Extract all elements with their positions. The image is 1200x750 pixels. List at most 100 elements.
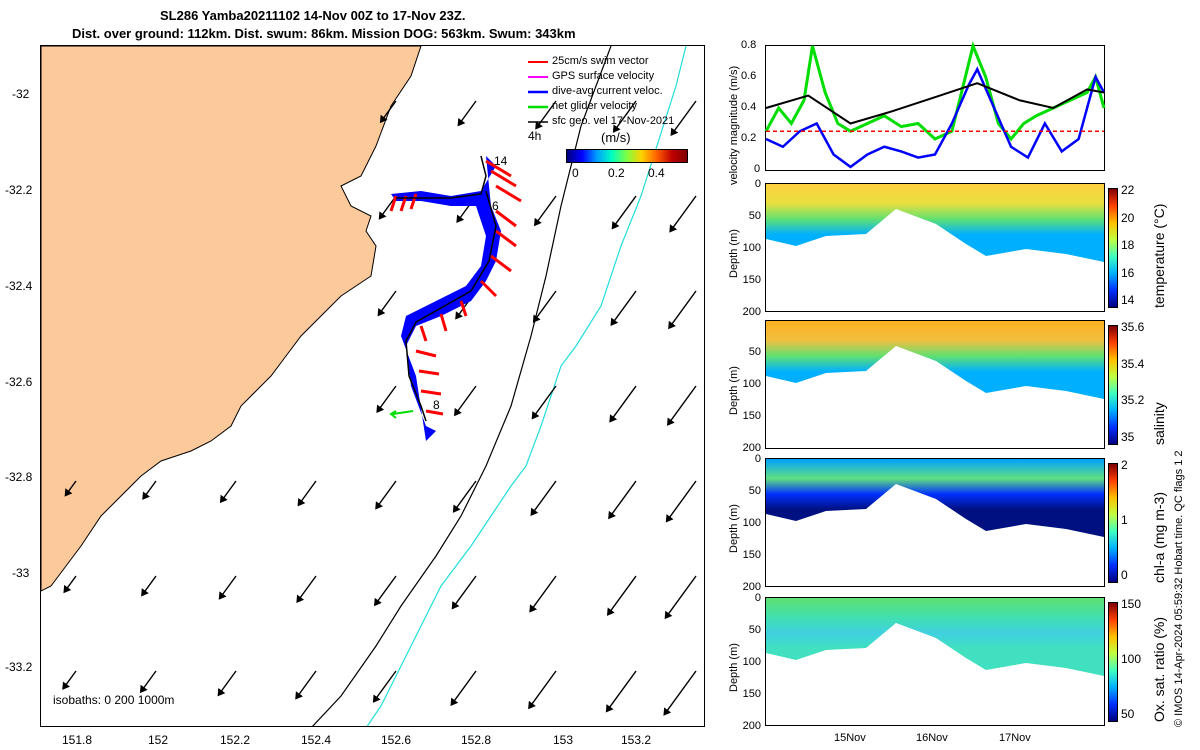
time-xtick: 15Nov: [834, 732, 866, 744]
heatmap-ytick: 200: [742, 442, 761, 454]
velocity-ytick: 0.4: [741, 101, 757, 113]
velocity-arrow-head: [63, 584, 72, 594]
map-xtick: 153: [553, 733, 574, 747]
heatmap-panel-1: [765, 183, 1105, 312]
heatmap-ytick: 200: [742, 306, 761, 318]
velocity-arrow-head: [219, 494, 228, 504]
velocity-ytick: 0.8: [741, 39, 757, 51]
heatmap-ytick: 0: [754, 453, 761, 465]
heatmap-ytick: 200: [742, 720, 761, 732]
heatmap-data-2: [766, 321, 1104, 399]
legend-swim-vector: 25cm/s swim vector: [552, 55, 649, 67]
plot-title-line2: Dist. over ground: 112km. Dist. swum: 86…: [72, 26, 576, 41]
velocity-ylabel: velocity magnitude (m/s): [728, 65, 740, 185]
heatmap-cbtick: 14: [1121, 293, 1135, 307]
legend-interval: 4h: [528, 129, 542, 143]
velocity-arrow-head: [218, 591, 227, 600]
velocity-arrow: [533, 290, 557, 323]
heatmap-ytick: 150: [742, 688, 761, 700]
heatmap-ytick: 50: [748, 624, 761, 636]
velocity-arrow-head: [141, 588, 149, 597]
velocity-arrow: [530, 480, 557, 516]
velocity-chart-svg: [764, 41, 1106, 169]
velocity-arrow: [534, 195, 557, 226]
heatmap-cbtick: 2: [1121, 458, 1128, 472]
velocity-arrow: [528, 670, 557, 709]
velocity-arrow-head: [665, 514, 674, 523]
velocity-arrow-head: [376, 404, 385, 413]
velocity-arrow-head: [374, 597, 382, 607]
heatmap-ytick: 150: [742, 410, 761, 422]
heatmap-ylabel: Depth (m): [728, 229, 740, 278]
heatmap-ytick: 150: [742, 549, 761, 561]
heatmap-ylabel: Depth (m): [728, 366, 740, 415]
heatmap-data-3: [766, 459, 1104, 537]
heatmap-ylabel: Depth (m): [728, 504, 740, 553]
velocity-arrow-head: [451, 601, 460, 610]
velocity-arrow-head: [530, 507, 539, 517]
velocity-ytick: 0: [754, 163, 761, 175]
heatmap-cblabel: salinity: [1151, 402, 1167, 445]
velocity-arrow-head: [606, 607, 615, 616]
velocity-arrow: [607, 575, 637, 616]
velocity-arrow-head: [456, 214, 465, 223]
velocity-arrow: [611, 195, 637, 229]
velocity-arrow-head: [535, 121, 543, 130]
legend-gps-velocity: GPS surface velocity: [552, 70, 655, 82]
heatmap-cblabel: temperature (°C): [1151, 203, 1167, 308]
heatmap-ytick: 100: [742, 517, 761, 529]
heatmap-cblabel: Ox. sat. ratio (%): [1151, 616, 1167, 722]
heatmap-panel-3: [765, 458, 1105, 587]
track-day-label-6: 6: [492, 199, 499, 213]
colorbar-tick-2: 0.4: [648, 166, 665, 180]
velocity-arrow: [613, 100, 637, 133]
heatmap-cbtick: 150: [1121, 597, 1142, 611]
heatmap-cbtick: 35.2: [1121, 393, 1145, 408]
heatmap-cbtick: 18: [1121, 238, 1135, 252]
dive-avg-current-track: [391, 156, 501, 441]
heatmap-cbtick: 35.6: [1121, 320, 1145, 334]
colorbar-tick-1: 0.2: [608, 166, 625, 180]
velocity-arrow: [609, 385, 637, 422]
velocity-arrow-head: [666, 417, 675, 426]
velocity-arrow: [666, 480, 697, 522]
velocity-arrow-head: [532, 314, 541, 323]
map-ytick: -32.4: [5, 279, 33, 293]
heatmap-cbtick: 100: [1121, 652, 1142, 666]
heatmap-ytick: 0: [754, 592, 761, 604]
velocity-arrow-head: [375, 501, 383, 510]
net-glider-track: [396, 155, 497, 422]
map-svg: [41, 46, 697, 726]
velocity-arrow-head: [379, 114, 388, 124]
map-ytick: -32.2: [5, 183, 33, 197]
isobaths-note: isobaths: 0 200 1000m: [53, 693, 175, 707]
heatmap-ytick: 100: [742, 656, 761, 668]
heatmap-ytick: 200: [742, 581, 761, 593]
velocity-arrow-head: [608, 510, 616, 520]
heatmap-ytick: 100: [742, 242, 761, 254]
velocity-arrow-head: [217, 687, 226, 697]
velocity-arrow: [606, 670, 637, 712]
velocity-arrow: [529, 575, 557, 612]
heatmap-colorbar-3: [1108, 463, 1118, 583]
velocity-arrow-head: [664, 610, 673, 620]
map-legend: 25cm/s swim vector GPS surface velocity …: [526, 54, 704, 134]
heatmap-cbtick: 35.4: [1121, 356, 1145, 371]
heatmap-data-1: [766, 184, 1104, 262]
heatmap-colorbar-1: [1108, 188, 1118, 308]
velocity-arrow-head: [295, 691, 303, 700]
velocity-arrow-head: [609, 414, 618, 423]
heatmap-ytick: 50: [748, 210, 761, 222]
velocity-series-dive-avg-current-veloc-: [765, 66, 1106, 169]
velocity-arrow-head: [531, 411, 540, 420]
velocity-arrow: [608, 480, 637, 519]
velocity-arrow: [531, 385, 557, 419]
velocity-arrow: [373, 670, 397, 703]
velocity-arrow-head: [663, 707, 672, 716]
velocity-arrow-head: [529, 604, 538, 613]
map-xtick: 152.6: [381, 733, 412, 747]
velocity-arrow: [664, 575, 697, 619]
velocity-arrow-head: [534, 217, 542, 227]
heatmap-cbtick: 20: [1121, 210, 1135, 225]
net-glider-velocity-arrow: [389, 410, 414, 419]
